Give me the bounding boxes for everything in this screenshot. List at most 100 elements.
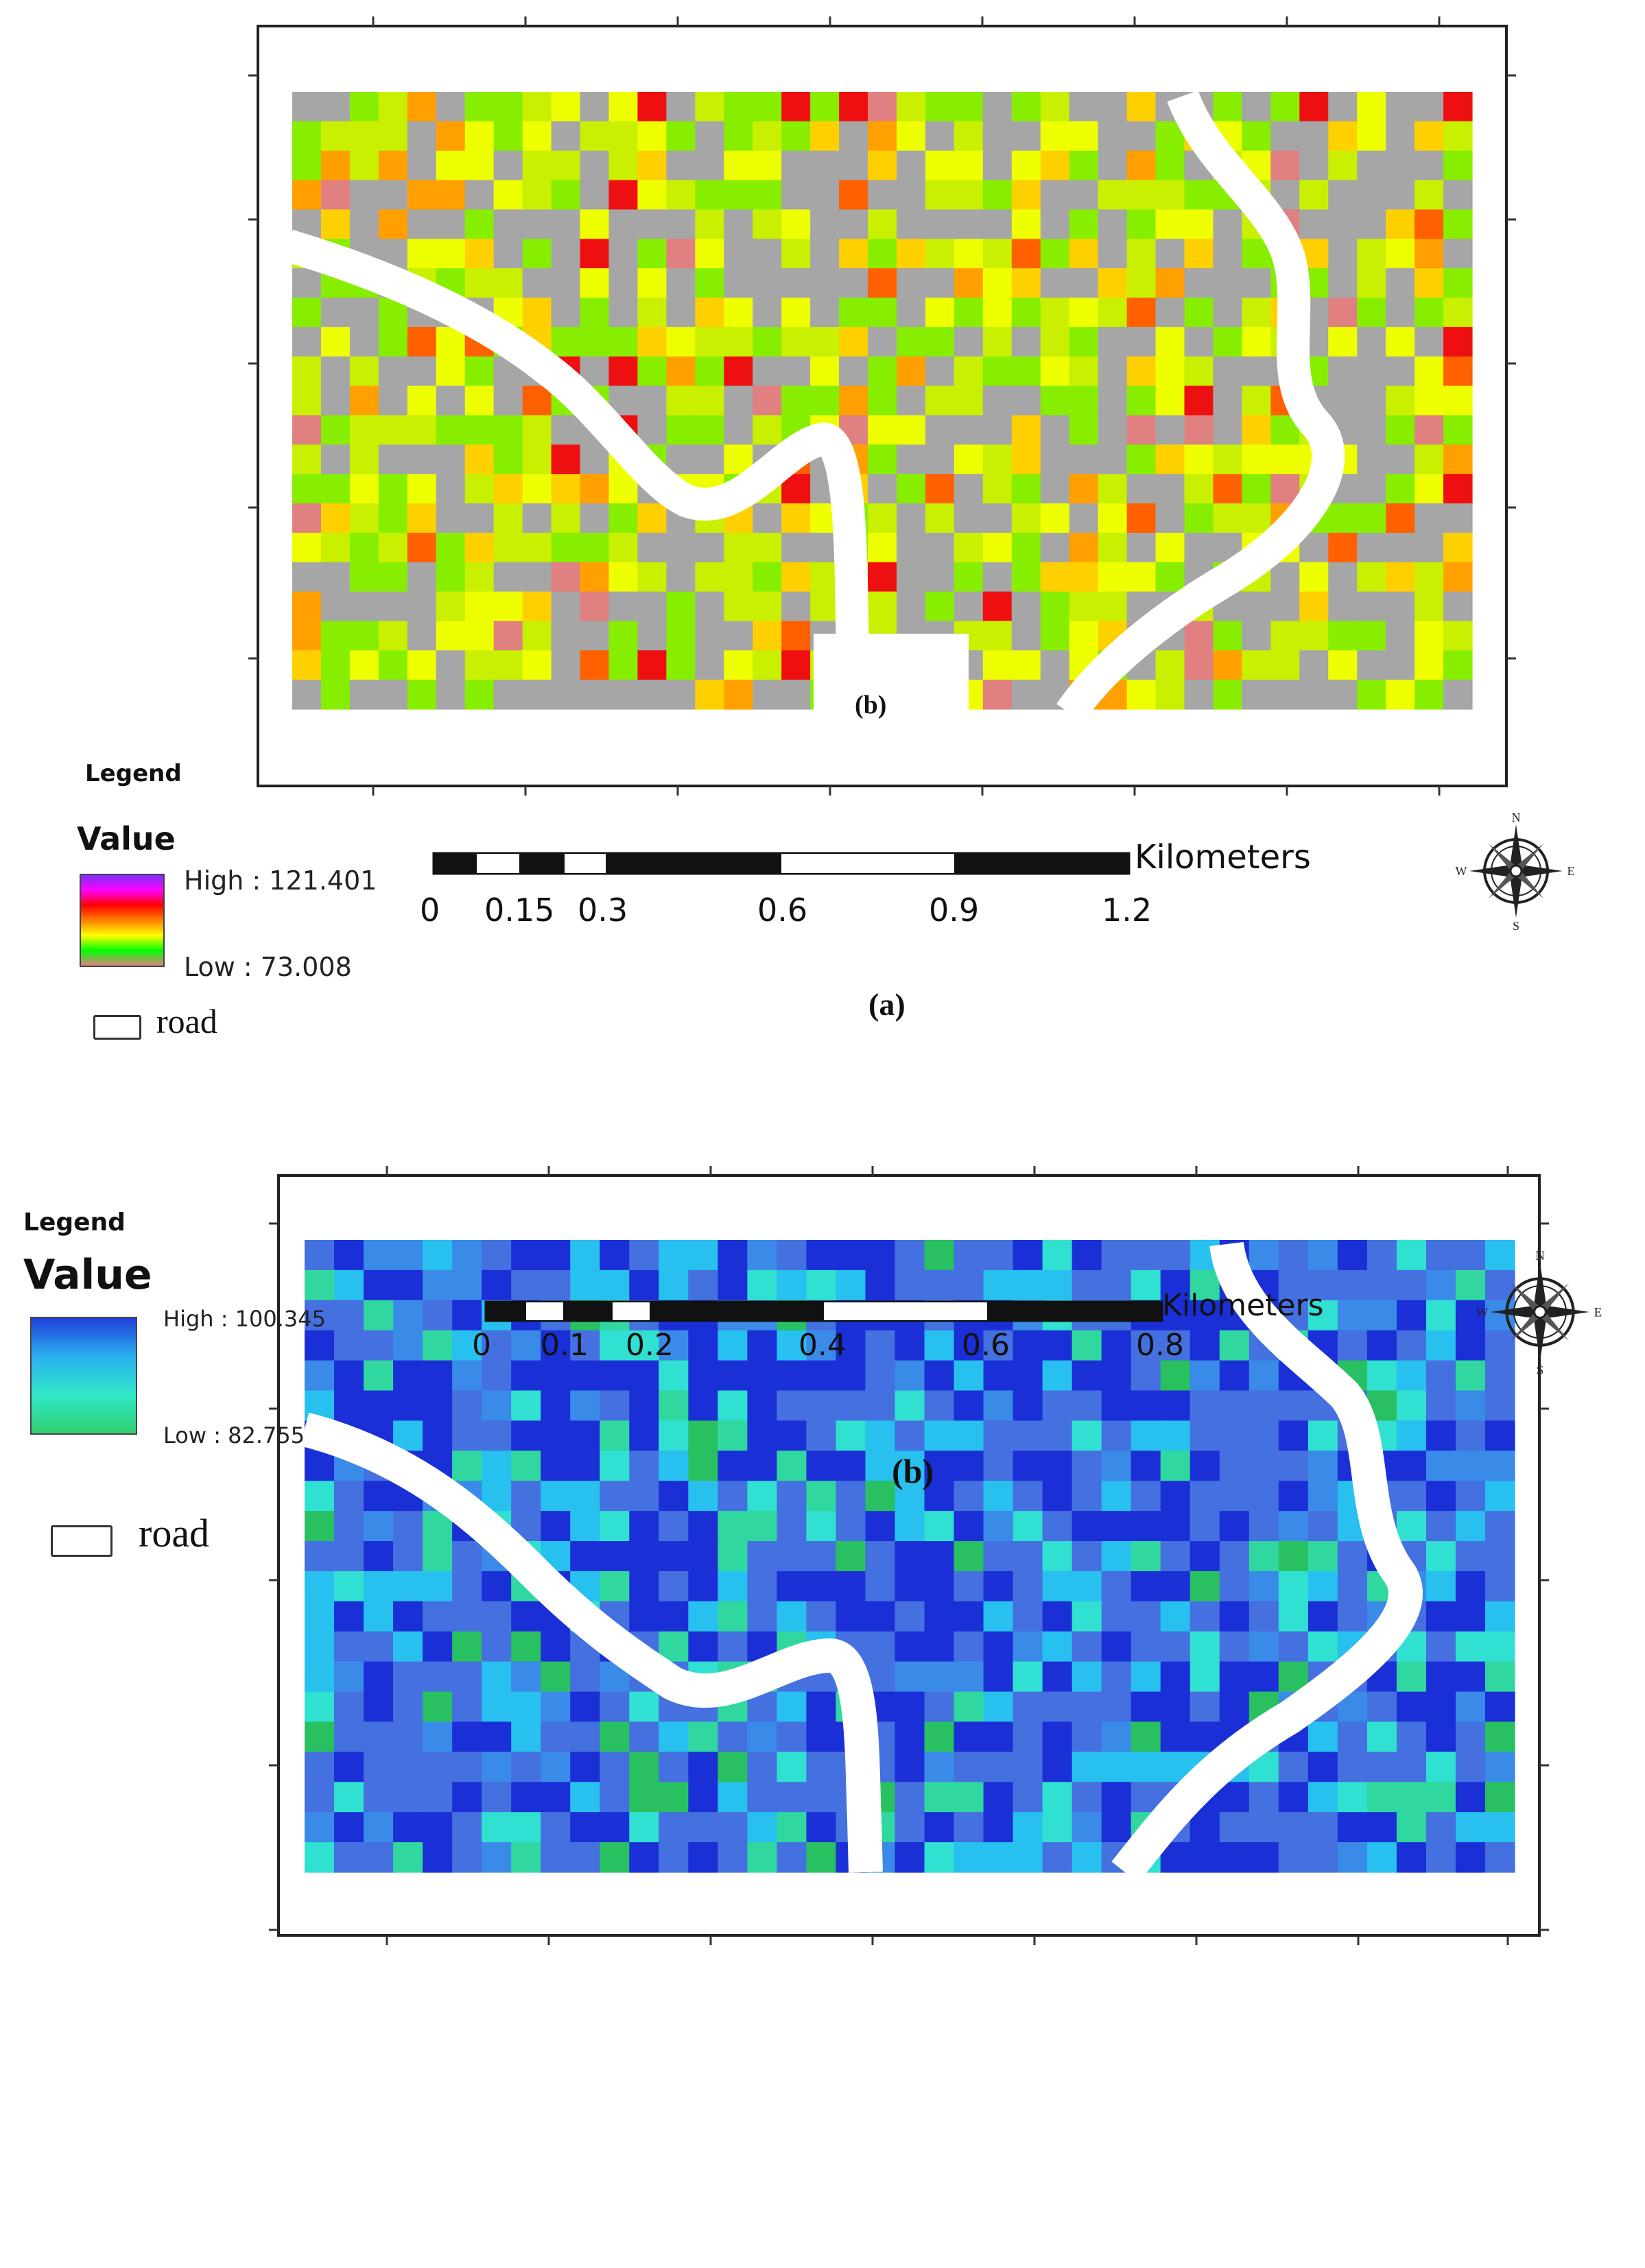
raster-cell: [1184, 385, 1214, 416]
raster-cell: [1328, 326, 1358, 357]
raster-cell: [1213, 621, 1242, 651]
raster-cell: [1270, 591, 1300, 622]
raster-cell: [924, 1360, 955, 1392]
raster-cell: [1219, 1661, 1250, 1693]
raster-cell: [493, 268, 523, 298]
raster-cell: [522, 92, 552, 122]
raster-cell: [895, 1390, 925, 1422]
raster-cell: [1219, 1420, 1250, 1451]
raster-cell: [1386, 503, 1415, 534]
raster-cell: [320, 650, 351, 680]
raster-cell: [1278, 1571, 1309, 1602]
raster-cell: [1131, 1601, 1161, 1632]
raster-cell: [810, 180, 840, 211]
raster-cell: [868, 444, 897, 475]
raster-cell: [1366, 1752, 1397, 1782]
raster-cell: [925, 415, 955, 445]
raster-cell: [724, 356, 753, 387]
raster-cell: [983, 1481, 1014, 1512]
raster-cell: [1425, 1691, 1456, 1723]
raster-cell: [1069, 239, 1099, 269]
raster-cell: [747, 1541, 777, 1572]
raster-cell: [1396, 1812, 1427, 1843]
raster-cell: [1042, 1360, 1073, 1392]
raster-cell: [600, 1360, 630, 1392]
raster-cell: [1013, 1240, 1043, 1271]
raster-cell: [753, 562, 782, 593]
raster-cell: [747, 1842, 777, 1873]
raster-cell: [1270, 680, 1300, 710]
raster-cell: [364, 1240, 394, 1271]
raster-cell: [570, 1451, 600, 1481]
raster-cell: [608, 562, 639, 593]
raster-cell: [1011, 444, 1041, 475]
raster-cell: [925, 562, 955, 593]
raster-cell: [600, 1752, 630, 1782]
raster-cell: [1190, 1420, 1220, 1451]
raster-cell: [659, 1721, 689, 1752]
raster-cell: [629, 1330, 659, 1361]
raster-cell: [334, 1481, 364, 1512]
raster-cell: [305, 1721, 335, 1752]
raster-cell: [1484, 1631, 1515, 1662]
raster-cell: [896, 444, 926, 475]
raster-cell: [1155, 180, 1185, 211]
raster-cell: [423, 1330, 453, 1361]
raster-cell: [718, 1631, 748, 1662]
raster-cell: [393, 1390, 423, 1422]
raster-cell: [1443, 503, 1473, 534]
raster-cell: [393, 1721, 423, 1752]
raster-cell: [1455, 1842, 1486, 1873]
raster-cell: [1126, 326, 1157, 357]
raster-cell: [983, 1269, 1014, 1301]
raster-cell: [1484, 1842, 1515, 1873]
raster-cell: [1415, 150, 1444, 181]
raster-cell: [1040, 444, 1070, 475]
raster-cell: [551, 150, 581, 181]
raster-cell: [1184, 444, 1214, 475]
raster-cell: [1069, 121, 1099, 152]
map-panel-a: [248, 16, 1516, 875]
raster-cell: [777, 1420, 807, 1451]
raster-cell: [1425, 1511, 1456, 1542]
raster-cell: [1386, 121, 1415, 152]
raster-cell: [1357, 385, 1386, 416]
raster-cell: [570, 1330, 600, 1361]
scale-segment: [519, 852, 565, 874]
raster-cell: [753, 385, 782, 416]
raster-cell: [1337, 1721, 1368, 1752]
raster-cell: [452, 1661, 482, 1693]
legend-low-label: Low : 82.755: [163, 1422, 305, 1448]
raster-cell: [1184, 268, 1214, 298]
raster-cell: [1328, 591, 1358, 622]
raster-cell: [724, 150, 753, 181]
raster-cell: [637, 326, 667, 357]
raster-cell: [1069, 209, 1099, 239]
raster-cell: [1069, 444, 1099, 475]
raster-cell: [407, 209, 437, 239]
raster-cell: [1425, 1541, 1456, 1572]
raster-cell: [580, 298, 610, 328]
raster-cell: [781, 239, 811, 269]
raster-cell: [1072, 1661, 1102, 1693]
raster-cell: [1270, 650, 1300, 680]
raster-cell: [954, 1661, 984, 1693]
raster-cell: [580, 150, 610, 181]
legend-title: Legend: [23, 1208, 126, 1237]
raster-cell: [895, 1812, 925, 1843]
raster-cell: [1155, 474, 1185, 504]
raster-cell: [1307, 1721, 1338, 1752]
raster-cell: [925, 239, 955, 269]
raster-cell: [718, 1541, 748, 1572]
raster-cell: [695, 385, 724, 416]
raster-cell: [1484, 1511, 1515, 1542]
raster-cell: [896, 562, 926, 593]
raster-cell: [865, 1240, 896, 1271]
raster-cell: [666, 121, 696, 152]
raster-cell: [637, 415, 667, 445]
raster-cell: [600, 1511, 630, 1542]
raster-cell: [292, 268, 322, 298]
raster-cell: [1242, 92, 1271, 122]
raster-cell: [1126, 356, 1157, 387]
raster-cell: [452, 1541, 482, 1572]
